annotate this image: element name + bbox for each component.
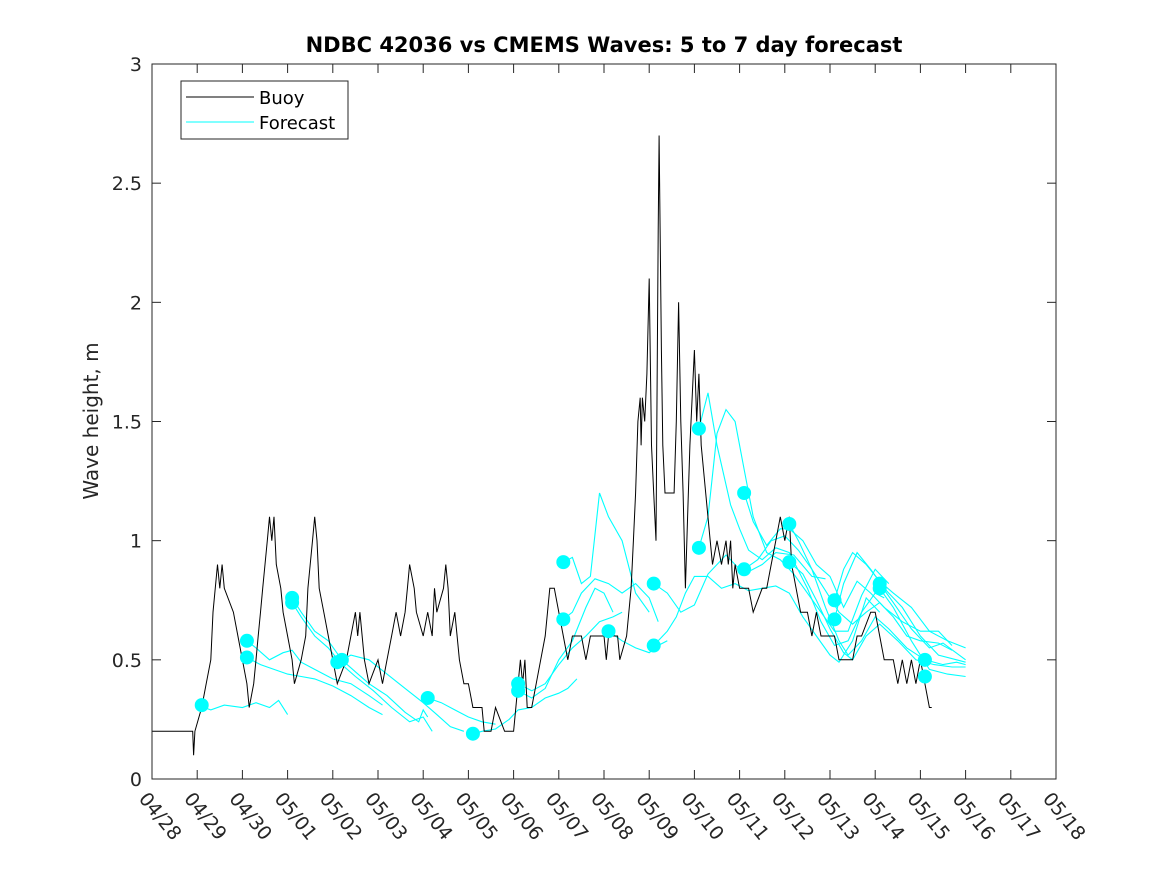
legend-box: [180, 80, 349, 140]
forecast-start-marker: [334, 652, 349, 667]
forecast-line: [833, 551, 966, 663]
forecast-start-marker: [511, 683, 526, 698]
y-tick-label: 1.5: [112, 412, 142, 434]
forecast-start-marker: [194, 698, 209, 713]
forecast-start-marker: [691, 540, 706, 555]
y-tick-label: 2: [130, 292, 142, 314]
legend: Buoy Forecast: [180, 80, 349, 140]
forecast-line: [246, 640, 383, 706]
y-tick-label: 1: [130, 531, 142, 553]
forecast-start-marker: [239, 650, 254, 665]
forecast-start-marker: [420, 690, 435, 705]
forecast-line: [246, 657, 383, 716]
y-tick-label: 0.5: [112, 650, 142, 672]
forecast-line: [427, 697, 496, 725]
forecast-line: [743, 535, 953, 651]
forecast-start-marker: [601, 624, 616, 639]
forecast-start-marker: [556, 555, 571, 570]
forecast-start-marker: [872, 581, 887, 596]
forecast-line: [563, 492, 650, 613]
forecast-line: [472, 678, 578, 735]
forecast-line: [788, 561, 966, 668]
plot-area: [152, 64, 1056, 779]
y-tick-label: 0: [130, 769, 142, 791]
forecast-start-marker: [556, 612, 571, 627]
forecast-line: [562, 578, 659, 622]
forecast-start-marker: [646, 576, 661, 591]
forecast-start-marker: [646, 638, 661, 653]
y-axis-title: Wave height, m: [79, 342, 103, 499]
forecast-start-marker: [782, 516, 797, 531]
forecast-line: [698, 392, 885, 647]
forecast-line: [879, 583, 966, 661]
forecast-start-marker: [239, 633, 254, 648]
forecast-start-marker: [737, 486, 752, 500]
forecast-line: [337, 654, 465, 732]
forecast-line: [517, 587, 614, 699]
forecast-lines: [197, 392, 966, 735]
legend-forecast-label: Forecast: [259, 113, 335, 134]
forecast-start-marker: [917, 669, 932, 684]
chart-title: NDBC 42036 vs CMEMS Waves: 5 to 7 day fo…: [306, 33, 903, 57]
forecast-line: [698, 408, 890, 632]
forecast-line: [788, 523, 966, 666]
forecast-start-marker: [917, 652, 932, 667]
y-tick-label: 2.5: [112, 173, 142, 195]
forecast-line: [291, 597, 429, 723]
buoy-line-group: [152, 135, 932, 756]
forecast-start-marker: [691, 421, 706, 436]
forecast-start-marker: [782, 555, 797, 570]
buoy-line: [152, 135, 932, 756]
forecast-markers: [194, 421, 932, 741]
forecast-line: [517, 611, 623, 692]
forecast-start-marker: [827, 593, 842, 608]
forecast-start-marker: [737, 562, 752, 577]
forecast-start-marker: [465, 726, 480, 741]
legend-buoy-label: Buoy: [259, 88, 305, 109]
forecast-start-marker: [827, 612, 842, 627]
forecast-start-marker: [285, 595, 300, 610]
forecast-line: [291, 602, 433, 732]
y-tick-label: 3: [130, 54, 142, 76]
y-axis: 0 0.5 1 1.5 2 2.5 3: [112, 54, 1056, 791]
